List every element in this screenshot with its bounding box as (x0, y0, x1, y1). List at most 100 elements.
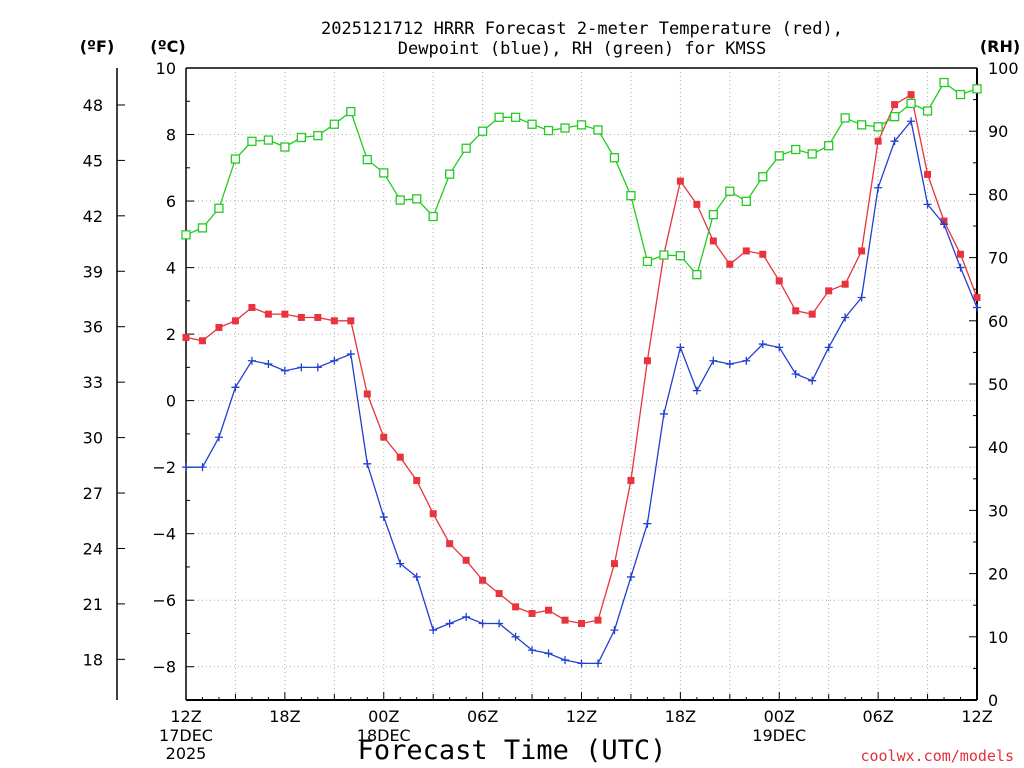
temperature-point (314, 313, 322, 321)
temperature-point (578, 619, 585, 627)
rh-point (856, 120, 867, 130)
celsius-tick-label: 2 (166, 325, 176, 344)
celsius-tick-label: −6 (152, 591, 176, 610)
rh-tick-label: 30 (988, 501, 1008, 520)
rh-point (840, 113, 850, 123)
series-temperature (182, 91, 981, 627)
rh-point (659, 250, 669, 260)
rh-point (379, 168, 389, 178)
x-tick-label: 12Z (961, 707, 992, 726)
dewpoint-point (659, 409, 668, 418)
fahrenheit-tick-label: 18 (83, 650, 103, 669)
rh-point (642, 256, 653, 267)
dewpoint-point (593, 659, 602, 668)
celsius-tick-label: 0 (166, 392, 176, 411)
dewpoint-point (313, 363, 322, 372)
temperature-point (446, 540, 454, 548)
rh-point (181, 230, 191, 240)
fahrenheit-tick-label: 45 (83, 151, 103, 170)
dewpoint-point (758, 340, 767, 349)
temperature-point (248, 303, 256, 311)
temperature-point (512, 603, 520, 611)
dewpoint-point (791, 370, 800, 379)
temperature-point (759, 250, 767, 258)
series-rh (181, 77, 982, 280)
rh-point (263, 135, 274, 145)
dewpoint-point (495, 619, 504, 628)
temperature-point (281, 310, 289, 318)
dewpoint-point (940, 220, 949, 229)
chart-grid (186, 67, 977, 700)
dewpoint-point (429, 626, 438, 635)
rh-point (428, 211, 438, 222)
chart-series (181, 77, 982, 668)
dewpoint-point (973, 303, 981, 312)
dewpoint-point (478, 619, 487, 628)
temperature-point (792, 307, 800, 315)
temperature-point (347, 317, 355, 325)
dewpoint-point (346, 350, 355, 359)
rh-point (329, 119, 339, 129)
rh-point (461, 143, 471, 153)
dewpoint-point (857, 293, 866, 302)
dewpoint-point (462, 612, 471, 621)
rh-point (445, 169, 455, 179)
rh-point (576, 120, 587, 130)
x-tick-label: 00Z (764, 707, 795, 726)
fahrenheit-axis-unit: (ºF) (80, 37, 115, 56)
temperature-point (528, 610, 536, 618)
x-tick-label: 06Z (467, 707, 498, 726)
temperature-point (709, 237, 717, 245)
rh-point (741, 196, 751, 207)
temperature-point (594, 616, 602, 624)
rh-point (922, 106, 933, 116)
rh-point (214, 203, 224, 213)
rh-point (675, 251, 686, 261)
rh-point (560, 123, 570, 133)
celsius-axis-unit: (ºC) (150, 37, 185, 56)
temperature-point (742, 247, 750, 255)
rh-point (692, 270, 702, 280)
x-tick-label: 00Z (368, 707, 399, 726)
dewpoint-point (923, 200, 932, 209)
dewpoint-point (182, 463, 190, 472)
temperature-point (973, 294, 981, 302)
dewpoint-point (198, 463, 207, 472)
dewpoint-point (247, 356, 256, 365)
fahrenheit-tick-label: 30 (83, 429, 103, 448)
rh-point (593, 125, 603, 135)
rh-point (609, 153, 620, 163)
rh-tick-label: 20 (988, 565, 1008, 584)
rh-point (725, 186, 735, 196)
rh-tick-label: 70 (988, 249, 1008, 268)
temperature-point (231, 317, 239, 325)
temperature-point (957, 250, 965, 258)
dewpoint-point (643, 519, 652, 528)
rh-tick-label: 0 (988, 691, 998, 710)
rh-point (296, 132, 307, 143)
rh-point (230, 154, 241, 164)
temperature-point (264, 310, 272, 318)
fahrenheit-tick-label: 39 (83, 262, 103, 281)
dewpoint-point (214, 433, 223, 442)
x-tick-year: 2025 (166, 744, 207, 763)
temperature-point (825, 287, 833, 295)
rh-point (197, 223, 208, 233)
temperature-point (874, 137, 882, 145)
temperature-point (726, 260, 734, 268)
rh-point (774, 151, 784, 161)
dewpoint-point (528, 646, 537, 655)
rh-point (477, 126, 488, 136)
fahrenheit-tick-label: 24 (83, 539, 103, 558)
temperature-point (297, 313, 305, 321)
rh-point (939, 77, 949, 88)
rh-point (510, 112, 521, 122)
fahrenheit-tick-label: 42 (83, 207, 103, 226)
temperature-point (907, 91, 915, 99)
rh-point (247, 136, 257, 146)
credit-text: coolwx.com/models (860, 747, 1014, 765)
temperature-point (429, 510, 437, 518)
x-tick-label: 06Z (862, 707, 893, 726)
dewpoint-point (824, 343, 833, 352)
rh-point (972, 84, 982, 94)
